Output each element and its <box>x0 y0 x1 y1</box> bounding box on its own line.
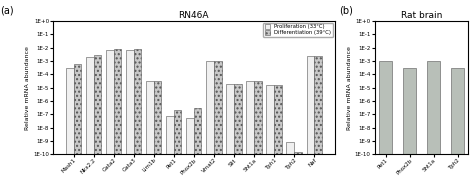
Bar <box>174 110 182 181</box>
Bar <box>294 152 302 181</box>
Bar <box>379 61 392 181</box>
Bar <box>66 68 73 181</box>
Bar <box>73 64 81 181</box>
Bar <box>106 50 114 181</box>
Bar <box>186 118 194 181</box>
Bar <box>246 81 254 181</box>
Bar <box>214 61 221 181</box>
Bar <box>286 142 294 181</box>
Bar <box>154 81 161 181</box>
Bar <box>314 56 322 181</box>
Y-axis label: Relative mRNA abundance: Relative mRNA abundance <box>25 46 30 130</box>
Bar <box>134 49 141 181</box>
Bar <box>93 55 101 181</box>
Bar <box>86 57 93 181</box>
Text: (a): (a) <box>0 6 13 16</box>
Bar <box>451 68 464 181</box>
Bar <box>403 68 416 181</box>
Bar <box>307 56 314 181</box>
Bar <box>254 81 262 181</box>
Bar <box>206 61 214 181</box>
Bar <box>114 49 121 181</box>
Bar <box>194 108 201 181</box>
Bar <box>227 84 234 181</box>
Legend: Proliferation (33°C), Differentiation (39°C): Proliferation (33°C), Differentiation (3… <box>264 23 333 37</box>
Bar <box>274 85 282 181</box>
Bar <box>146 81 154 181</box>
Bar <box>266 85 274 181</box>
Title: RN46A: RN46A <box>179 11 209 20</box>
Bar <box>427 61 440 181</box>
Title: Rat brain: Rat brain <box>401 11 442 20</box>
Bar <box>234 84 242 181</box>
Y-axis label: Relative mRNA abundance: Relative mRNA abundance <box>347 46 352 130</box>
Bar <box>126 50 134 181</box>
Bar <box>166 115 174 181</box>
Text: (b): (b) <box>339 6 353 16</box>
